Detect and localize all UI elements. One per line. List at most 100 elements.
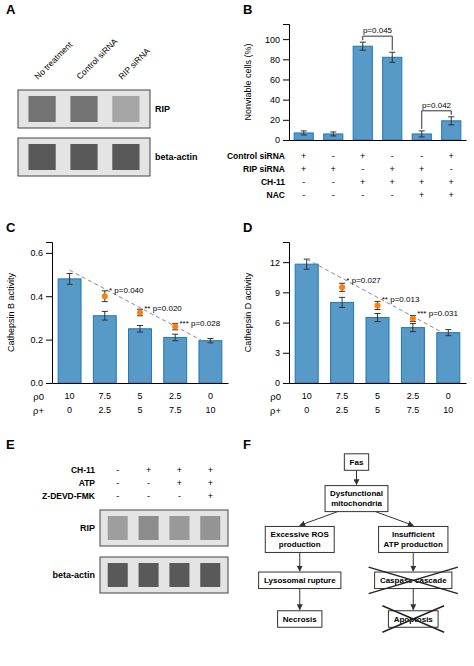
error-bar-cap	[102, 320, 108, 321]
tick-label: 12	[270, 258, 280, 268]
table-cell: -	[332, 177, 335, 187]
table-cell: +	[419, 190, 424, 200]
table-row-label: CH-11	[71, 465, 95, 475]
plot-area	[294, 42, 461, 140]
error-bar-cap	[419, 130, 425, 131]
tick-mark	[283, 39, 289, 40]
x-axis-line	[53, 383, 229, 384]
gel-band	[28, 96, 55, 122]
category-label: 7.5	[336, 391, 349, 401]
tick-label: 0.6	[30, 248, 43, 258]
error-bar-cap	[207, 342, 213, 343]
dot	[375, 302, 381, 308]
table-cell: +	[360, 177, 365, 187]
bar	[366, 318, 389, 383]
node-label: Excessive ROSproduction	[271, 530, 330, 549]
node-label: Fas	[350, 458, 364, 467]
tick-label: 100	[265, 35, 280, 45]
bracket	[363, 36, 393, 50]
error-bar-cap	[389, 62, 395, 63]
annotation: *** p=0.031	[417, 309, 458, 318]
node: InsufficientATP production	[379, 526, 448, 552]
nodes: FasDysfunctionalmitochondriaExcessive RO…	[259, 454, 452, 627]
y-axis-title: Nonviable cells (%)	[243, 43, 253, 120]
tick-label: 0.0	[30, 378, 43, 388]
category-rows: ρ0107.552.50ρ+02.557.510	[33, 391, 215, 416]
y-axis-line	[283, 243, 290, 384]
dot-error-bar	[137, 309, 143, 316]
dot-error-bar-cap	[339, 283, 345, 284]
error-bar-cap	[301, 134, 307, 135]
error-bar-stem	[342, 297, 343, 307]
error-bar-stem	[69, 273, 70, 284]
node-box	[344, 454, 368, 471]
y-axis-line	[283, 25, 290, 141]
node-label: InsufficientATP production	[384, 530, 443, 549]
treatment-table: CH-11-+++ATP--++Z-DEVD-FMK---+	[42, 465, 213, 501]
node: Lysosomal rupture	[259, 572, 341, 589]
tick: 0.6	[30, 248, 52, 258]
dot-error-bar-cap	[102, 301, 108, 302]
error-bar	[410, 324, 416, 332]
table-cell: +	[208, 478, 213, 488]
category-label: 2.5	[169, 391, 182, 401]
tick-label: 6	[275, 318, 280, 328]
tick: 40	[270, 95, 289, 105]
gel-band	[108, 516, 128, 540]
category-label: 0	[67, 405, 72, 415]
annotation: ** p=0.013	[382, 295, 420, 304]
dot-error-bar	[172, 323, 178, 330]
category-label: 10	[443, 405, 453, 415]
y-axis: 020406080100	[265, 25, 290, 146]
category-label: 10	[205, 405, 215, 415]
category-label: 2.5	[407, 391, 420, 401]
tick-mark	[283, 59, 289, 60]
tick: 9	[275, 288, 289, 298]
error-bar-cap	[137, 332, 143, 333]
error-bar-cap	[419, 136, 425, 137]
error-bar	[330, 132, 336, 136]
annotation: p=0.042	[422, 101, 452, 110]
error-bar	[67, 273, 73, 284]
gel-band	[169, 516, 189, 540]
table-cell: -	[391, 151, 394, 161]
tick-label: 0	[275, 378, 280, 388]
tick-mark	[283, 353, 289, 354]
error-bar-cap	[448, 124, 454, 125]
tick-label: 60	[270, 75, 280, 85]
category-label: 5	[137, 405, 142, 415]
node-label-line: Insufficient	[392, 530, 435, 539]
tick: 0.2	[30, 335, 52, 345]
dot-error-bar-cap	[339, 291, 345, 292]
gel-band	[200, 563, 220, 587]
tick: 0	[275, 378, 289, 388]
gel-strip: beta-actin	[18, 138, 198, 176]
tick-mark	[46, 253, 52, 254]
category-label: 7.5	[99, 391, 112, 401]
table-cell: +	[301, 151, 306, 161]
dot-error-bar-cap	[375, 309, 381, 310]
gel-label: beta-actin	[155, 152, 198, 162]
dot-error-bar	[375, 301, 381, 309]
error-bar-stem	[140, 326, 141, 333]
bar	[164, 337, 187, 383]
trend-line	[307, 259, 449, 336]
gel-background	[18, 138, 150, 176]
bracket	[422, 111, 452, 129]
tick-mark	[283, 120, 289, 121]
annotations: p=0.045p=0.042	[363, 26, 452, 129]
y-axis-title: Cathepsin B activity	[6, 272, 16, 352]
table-cell: +	[390, 164, 395, 174]
category-row-name: ρ0	[270, 391, 281, 402]
category-row-name: ρ+	[270, 405, 281, 416]
error-bar-cap	[339, 307, 345, 308]
table-cell: -	[420, 151, 423, 161]
bar	[295, 264, 318, 383]
arrow	[375, 512, 413, 526]
table-cell: -	[147, 478, 150, 488]
error-bar-cap	[339, 297, 345, 298]
dot	[172, 324, 178, 330]
node: Necrosis	[278, 611, 322, 628]
condition-table: Control siRNA+-+--+RIP siRNA++-++-CH-11-…	[227, 151, 454, 200]
dot	[410, 316, 416, 322]
